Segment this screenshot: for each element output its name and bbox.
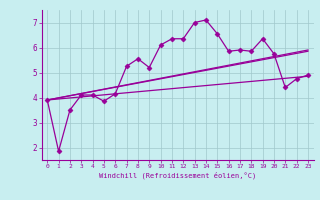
X-axis label: Windchill (Refroidissement éolien,°C): Windchill (Refroidissement éolien,°C) <box>99 172 256 179</box>
